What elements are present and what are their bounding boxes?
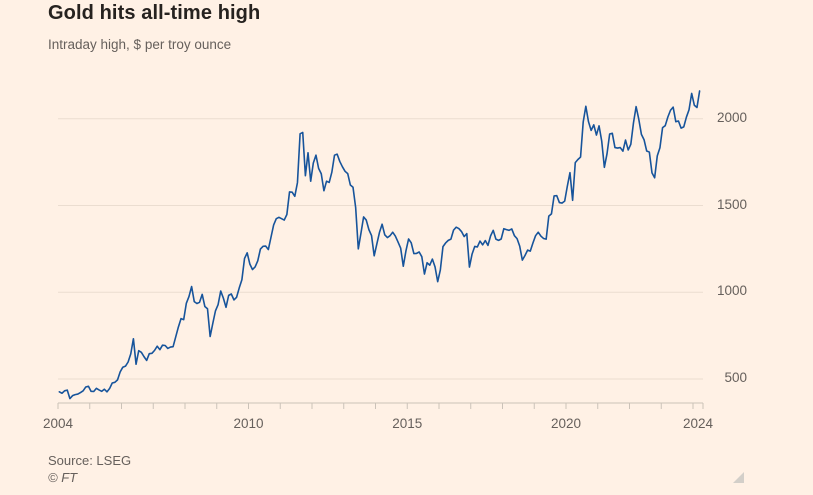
x-axis-label-2020: 2020 <box>550 416 582 431</box>
x-axis-label-2024: 2024 <box>682 416 714 431</box>
y-axis-label-1500: 1500 <box>716 196 747 212</box>
gridlines <box>58 118 703 380</box>
x-axis-label-2015: 2015 <box>392 416 423 431</box>
x-axis <box>57 402 704 409</box>
x-axis-label-2010: 2010 <box>233 416 264 431</box>
y-axis-label-1000: 1000 <box>716 283 747 299</box>
resize-handle-icon[interactable] <box>733 472 744 483</box>
y-axis-label-500: 500 <box>724 370 747 385</box>
source-attribution: Source: LSEG <box>48 453 132 468</box>
chart-subtitle: Intraday high, $ per troy ounce <box>48 37 232 52</box>
y-axis-label-2000: 2000 <box>716 109 747 125</box>
gold-price-series-line <box>58 90 701 400</box>
x-axis-label-2004: 2004 <box>42 416 74 431</box>
ft-copyright: © FT <box>48 470 78 485</box>
chart-title: Gold hits all-time high <box>48 2 261 24</box>
